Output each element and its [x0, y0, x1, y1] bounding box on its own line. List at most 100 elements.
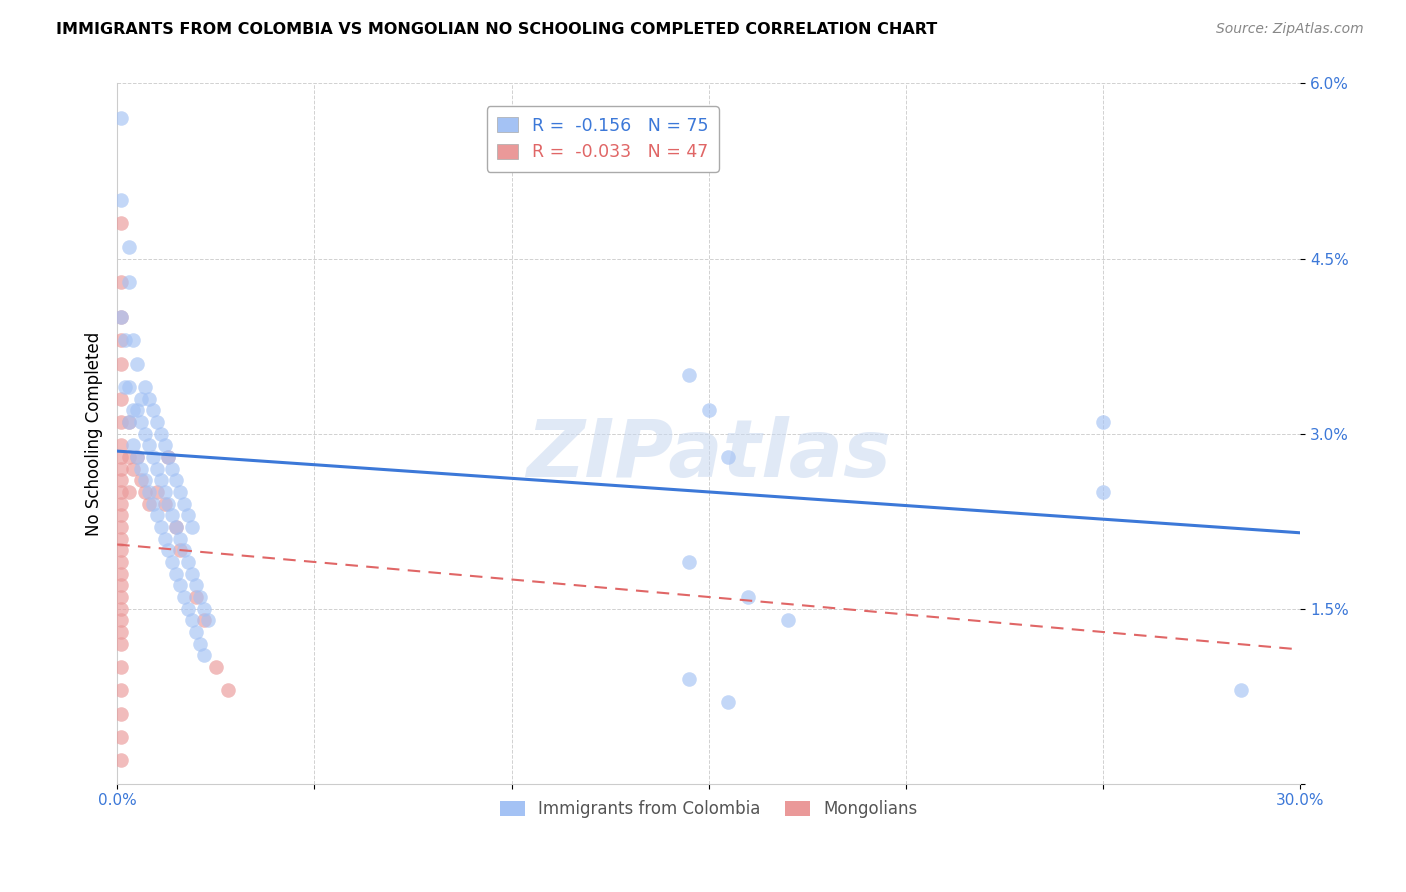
Point [110, 450, 132, 464]
Point [169, 532, 191, 546]
Point [169, 543, 191, 558]
Point [122, 461, 145, 475]
Point [110, 683, 132, 698]
Point [149, 473, 172, 487]
Point [1230, 683, 1253, 698]
Point [110, 310, 132, 324]
Point [165, 520, 187, 534]
Point [110, 438, 132, 452]
Point [118, 380, 141, 394]
Point [145, 415, 167, 429]
Point [129, 473, 152, 487]
Point [125, 450, 148, 464]
Point [153, 485, 176, 500]
Point [122, 438, 145, 452]
Point [134, 473, 156, 487]
Point [110, 543, 132, 558]
Point [153, 438, 176, 452]
Point [145, 461, 167, 475]
Point [776, 613, 799, 627]
Point [165, 473, 187, 487]
Point [204, 660, 226, 674]
Point [181, 613, 204, 627]
Point [138, 497, 160, 511]
Text: IMMIGRANTS FROM COLOMBIA VS MONGOLIAN NO SCHOOLING COMPLETED CORRELATION CHART: IMMIGRANTS FROM COLOMBIA VS MONGOLIAN NO… [56, 22, 938, 37]
Point [173, 497, 195, 511]
Point [157, 497, 180, 511]
Point [118, 240, 141, 254]
Point [177, 508, 200, 523]
Point [197, 613, 219, 627]
Point [110, 601, 132, 615]
Text: Source: ZipAtlas.com: Source: ZipAtlas.com [1216, 22, 1364, 37]
Point [114, 333, 136, 347]
Point [110, 590, 132, 604]
Point [184, 578, 207, 592]
Point [125, 450, 148, 464]
Point [110, 613, 132, 627]
Point [110, 217, 132, 231]
Point [118, 415, 141, 429]
Point [110, 555, 132, 569]
Point [110, 415, 132, 429]
Point [181, 566, 204, 581]
Point [110, 333, 132, 347]
Point [129, 415, 152, 429]
Point [153, 532, 176, 546]
Point [184, 590, 207, 604]
Point [217, 683, 239, 698]
Point [162, 555, 184, 569]
Point [125, 403, 148, 417]
Point [145, 508, 167, 523]
Point [114, 380, 136, 394]
Point [678, 368, 700, 383]
Point [110, 706, 132, 721]
Point [697, 403, 720, 417]
Point [110, 275, 132, 289]
Point [181, 520, 204, 534]
Point [118, 415, 141, 429]
Point [110, 637, 132, 651]
Point [110, 508, 132, 523]
Point [162, 508, 184, 523]
Point [149, 520, 172, 534]
Point [110, 485, 132, 500]
Point [157, 450, 180, 464]
Point [138, 438, 160, 452]
Point [169, 578, 191, 592]
Point [110, 461, 132, 475]
Point [142, 403, 165, 417]
Point [110, 310, 132, 324]
Point [162, 461, 184, 475]
Point [173, 543, 195, 558]
Point [169, 485, 191, 500]
Point [118, 485, 141, 500]
Point [129, 461, 152, 475]
Point [134, 380, 156, 394]
Point [138, 485, 160, 500]
Y-axis label: No Schooling Completed: No Schooling Completed [86, 332, 103, 536]
Text: ZIPatlas: ZIPatlas [526, 416, 891, 493]
Point [110, 473, 132, 487]
Point [193, 648, 215, 663]
Point [110, 520, 132, 534]
Point [188, 590, 211, 604]
Point [193, 613, 215, 627]
Point [737, 590, 759, 604]
Point [184, 625, 207, 640]
Point [153, 497, 176, 511]
Point [110, 532, 132, 546]
Point [157, 543, 180, 558]
Point [173, 590, 195, 604]
Point [122, 333, 145, 347]
Point [129, 392, 152, 406]
Point [110, 193, 132, 207]
Point [717, 450, 740, 464]
Point [165, 520, 187, 534]
Point [110, 112, 132, 126]
Point [110, 392, 132, 406]
Point [1092, 415, 1115, 429]
Legend: Immigrants from Colombia, Mongolians: Immigrants from Colombia, Mongolians [494, 793, 925, 824]
Point [110, 566, 132, 581]
Point [110, 357, 132, 371]
